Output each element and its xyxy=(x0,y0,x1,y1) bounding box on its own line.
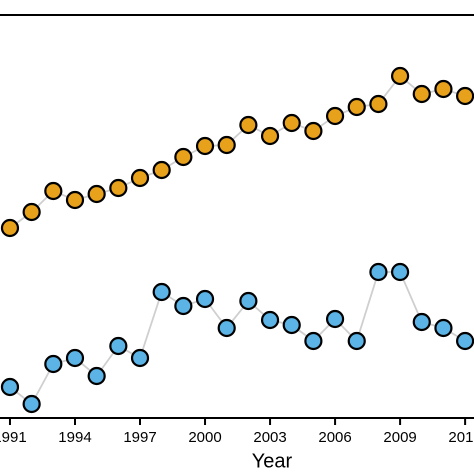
series-line xyxy=(9,271,466,406)
data-point xyxy=(239,115,258,135)
data-point xyxy=(217,318,236,338)
data-point xyxy=(109,178,128,198)
data-point xyxy=(369,94,388,114)
data-point xyxy=(456,86,474,106)
data-point xyxy=(130,168,150,188)
x-tick-label: 2000 xyxy=(188,429,221,446)
data-point xyxy=(0,377,20,397)
data-point xyxy=(412,312,431,332)
data-point xyxy=(195,136,215,156)
data-point xyxy=(65,348,85,368)
data-point xyxy=(325,309,345,329)
data-point xyxy=(282,113,301,133)
x-tick-label: 1997 xyxy=(123,429,156,446)
data-point xyxy=(239,291,258,311)
x-axis-label: Year xyxy=(252,450,293,472)
data-point xyxy=(109,336,128,356)
data-point xyxy=(369,262,388,282)
data-point xyxy=(44,181,63,201)
data-point xyxy=(304,331,323,351)
x-tick-label: 2003 xyxy=(253,429,286,446)
x-tick-label: 2006 xyxy=(318,429,351,446)
data-point xyxy=(22,202,41,222)
data-point xyxy=(65,190,85,210)
data-point xyxy=(174,147,193,167)
data-point xyxy=(434,318,453,338)
data-point xyxy=(217,135,236,155)
data-point xyxy=(195,289,215,309)
data-point xyxy=(260,310,280,330)
data-point xyxy=(434,79,453,99)
data-point xyxy=(347,97,366,117)
data-point xyxy=(282,315,301,335)
data-point xyxy=(347,331,366,351)
data-point xyxy=(87,366,106,386)
data-point xyxy=(0,218,20,238)
x-tick-label: 1991 xyxy=(0,429,27,446)
data-point xyxy=(152,282,171,302)
data-point xyxy=(174,296,193,316)
x-tick-label: 2012 xyxy=(448,429,474,446)
data-point xyxy=(44,354,63,374)
data-point xyxy=(456,331,474,351)
data-point xyxy=(412,84,431,104)
data-point xyxy=(325,106,345,126)
series-line xyxy=(9,74,466,229)
data-point xyxy=(22,394,41,414)
data-point xyxy=(130,348,150,368)
data-point xyxy=(390,262,410,282)
x-tick-label: 2009 xyxy=(383,429,416,446)
data-point xyxy=(87,184,106,204)
data-point xyxy=(152,160,171,180)
data-point xyxy=(304,121,323,141)
x-tick-label: 1994 xyxy=(58,429,91,446)
data-point xyxy=(390,66,410,86)
data-point xyxy=(260,126,280,146)
